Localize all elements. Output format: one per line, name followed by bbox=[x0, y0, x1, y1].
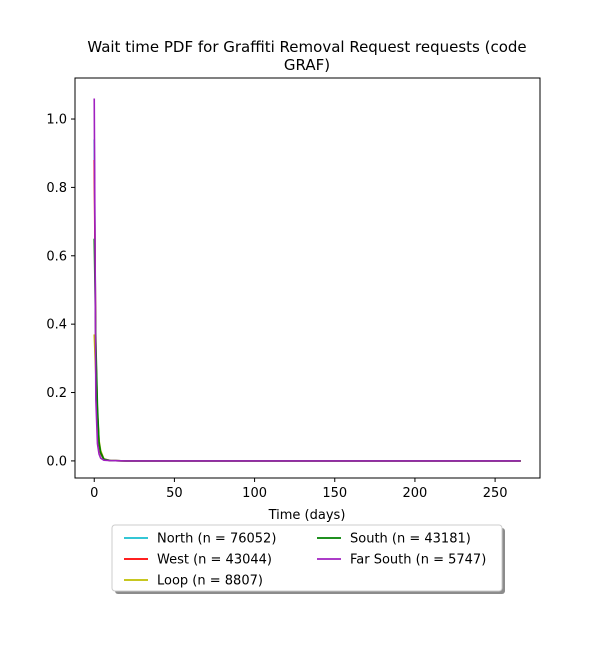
legend-entry: Loop (n = 8807) bbox=[124, 574, 263, 589]
series-line-4 bbox=[93, 98, 521, 462]
chart-title-line-2: GRAF) bbox=[284, 56, 330, 74]
series-layer bbox=[93, 98, 521, 462]
y-tick-label: 0.4 bbox=[46, 318, 67, 333]
x-tick-label: 150 bbox=[322, 486, 347, 501]
x-tick-label: 200 bbox=[403, 486, 428, 501]
legend-entry: North (n = 76052) bbox=[124, 532, 276, 547]
legend-label: West (n = 43044) bbox=[157, 553, 272, 568]
legend-label: South (n = 43181) bbox=[350, 532, 471, 547]
x-axis: 0 50 100 150 200 250 bbox=[90, 478, 508, 501]
chart-title-line-1: Wait time PDF for Graffiti Removal Reque… bbox=[87, 38, 526, 56]
x-axis-label: Time (days) bbox=[268, 508, 346, 523]
y-tick-label: 0.2 bbox=[46, 386, 67, 401]
y-axis: 0.0 0.2 0.4 0.6 0.8 1.0 bbox=[46, 113, 75, 469]
legend-label: Loop (n = 8807) bbox=[157, 574, 263, 589]
legend-label: Far South (n = 5747) bbox=[350, 553, 486, 568]
y-tick-label: 1.0 bbox=[46, 113, 67, 128]
plot-frame bbox=[74, 77, 541, 479]
x-tick-label: 50 bbox=[166, 486, 183, 501]
legend-entry: West (n = 43044) bbox=[124, 553, 272, 568]
x-tick-label: 250 bbox=[483, 486, 508, 501]
plot-area bbox=[74, 77, 541, 479]
plot-background bbox=[75, 78, 540, 478]
x-tick-label: 0 bbox=[90, 486, 98, 501]
legend-label: North (n = 76052) bbox=[157, 532, 276, 547]
legend-entry: South (n = 43181) bbox=[317, 532, 471, 547]
legend-entry: Far South (n = 5747) bbox=[317, 553, 486, 568]
y-tick-label: 0.6 bbox=[46, 249, 67, 264]
legend: North (n = 76052) West (n = 43044) Loop (n… bbox=[111, 524, 505, 594]
y-tick-label: 0.0 bbox=[46, 454, 67, 469]
legend-box bbox=[111, 524, 503, 592]
y-tick-label: 0.8 bbox=[46, 181, 67, 196]
legend-entries: North (n = 76052) West (n = 43044) Loop (n… bbox=[124, 532, 486, 589]
x-tick-label: 100 bbox=[242, 486, 267, 501]
